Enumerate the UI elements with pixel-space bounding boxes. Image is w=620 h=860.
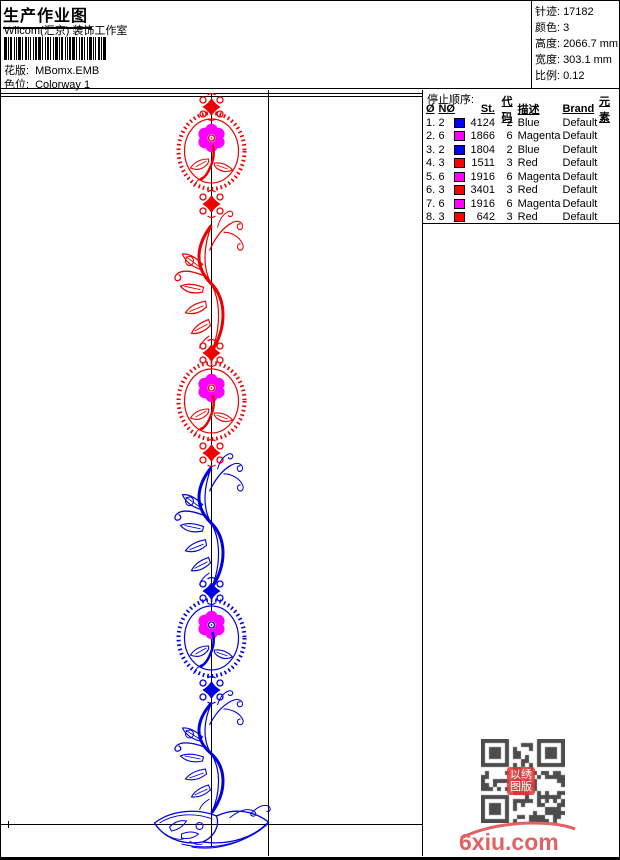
design-stats-panel: 针迹: 17182 颜色: 3 高度: 2066.7 mm 宽度: 303.1 mm 比…: [531, 1, 619, 89]
stop-sequence-panel: 停止顺序: Ø NØ St. 代码 描述 Brand 元素 1. 2 4124 2 …: [422, 90, 619, 856]
header: 生产作业图 Wilcom(汇京) 装饰工作室 花版: MBomx.EMB 色位: C…: [1, 1, 619, 92]
table-row: 1. 2 4124 2 Blue Default: [426, 116, 598, 129]
table-row: 8. 3 642 3 Red Default: [426, 211, 598, 224]
color-swatch: [454, 171, 465, 182]
table-row: 4. 3 1511 3 Red Default: [426, 157, 598, 170]
color-swatch: [454, 185, 465, 196]
color-swatch: [454, 117, 465, 128]
colorway-label: 色位:: [4, 79, 30, 91]
barcode: [4, 37, 106, 60]
color-swatch: [454, 212, 465, 223]
guide-lines: [1, 90, 422, 856]
stop-sequence-table: Ø NØ St. 代码 描述 Brand 元素 1. 2 4124 2 Blue De…: [423, 96, 619, 224]
colorway-row: 色位: Colorway 1: [4, 76, 90, 92]
stat-height: 高度: 2066.7 mm: [535, 38, 619, 50]
red-stitch-section: [173, 92, 247, 468]
company-name: Wilcom(汇京) 装饰工作室: [4, 25, 128, 37]
stop-sequence-title: 停止顺序:: [427, 94, 475, 106]
table-header-row: Ø NØ St. 代码 描述 Brand 元素: [426, 96, 611, 124]
watermark-swoosh: [460, 821, 576, 840]
page-title: 生产作业图: [3, 2, 93, 29]
table-row: 2. 6 1866 6 Magenta Default: [426, 130, 598, 143]
color-swatch: [454, 158, 465, 169]
stat-stitches: 针迹: 17182: [535, 6, 594, 18]
blue-stitch-section: [153, 452, 271, 849]
stat-width: 宽度: 303.1 mm: [535, 54, 612, 66]
colorway-value: Colorway 1: [35, 79, 91, 91]
design-file-row: 花版: MBomx.EMB: [4, 62, 99, 78]
watermark-site: 6xiu.com: [459, 829, 559, 855]
color-swatch: [454, 198, 465, 209]
table-bottom-border: [423, 223, 619, 224]
table-row: 5. 6 1916 6 Magenta Default: [426, 170, 598, 183]
color-swatch: [454, 144, 465, 155]
red-stamp: 以绣图版: [507, 767, 535, 795]
design-file-value: MBomx.EMB: [35, 65, 100, 77]
embroidery-design-preview: [1, 90, 422, 856]
table-row: 6. 3 3401 3 Red Default: [426, 184, 598, 197]
color-swatch: [454, 131, 465, 142]
stat-colors: 颜色: 3: [535, 22, 570, 34]
table-row: 7. 6 1916 6 Magenta Default: [426, 197, 598, 210]
design-file-label: 花版:: [4, 65, 30, 77]
table-row: 3. 2 1804 2 Blue Default: [426, 143, 598, 156]
stat-scale: 比例: 0.12: [535, 70, 585, 82]
